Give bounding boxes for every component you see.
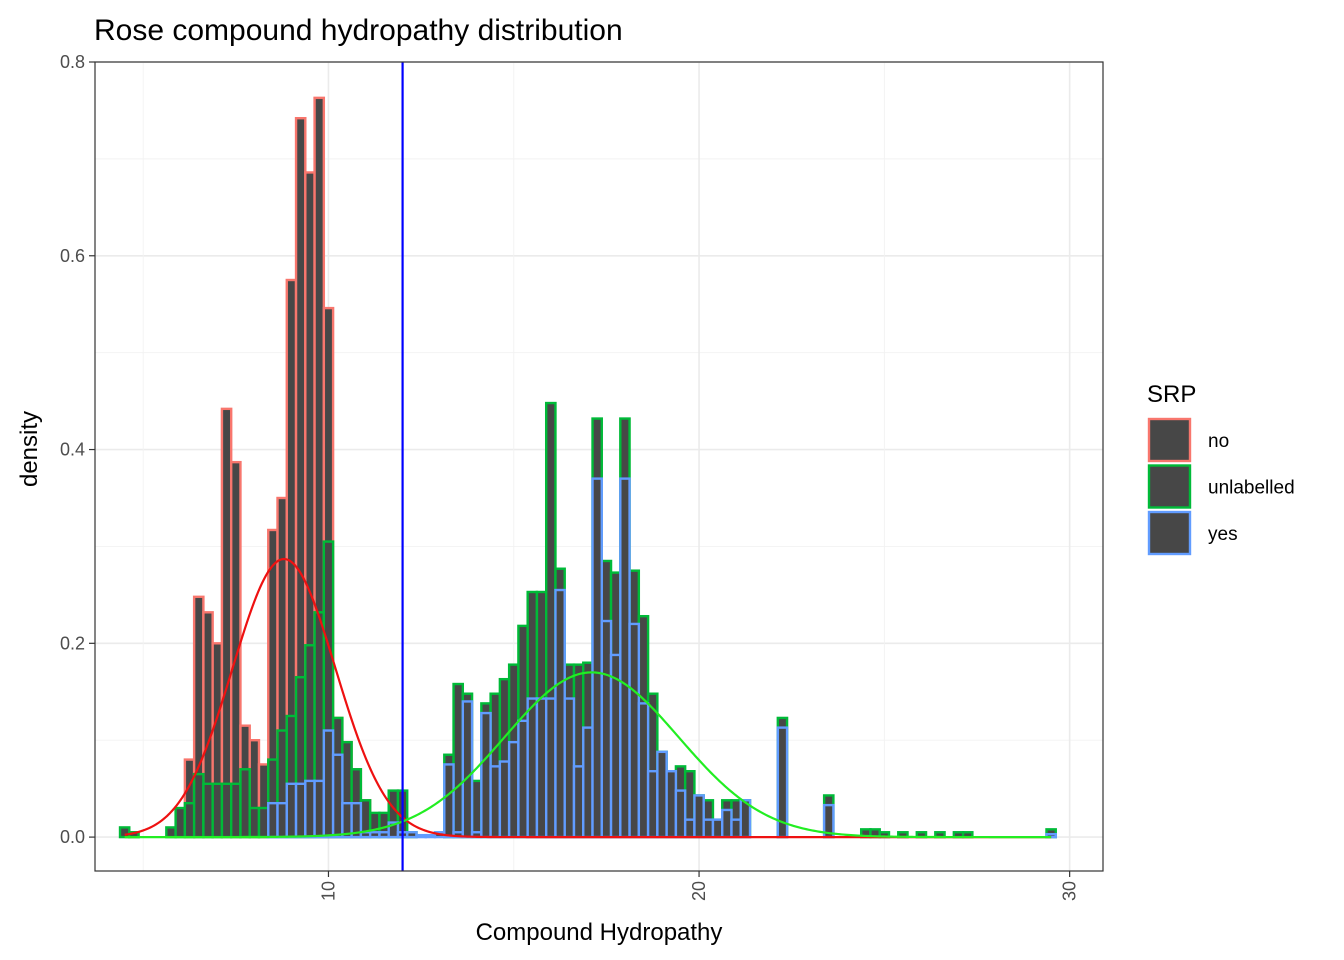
histogram-bar-yes — [628, 622, 641, 839]
histogram-bar-yes — [702, 818, 715, 839]
histogram-bar-unlabelled — [239, 768, 251, 839]
legend-key-unlabelled — [1147, 464, 1192, 509]
histogram-bar-yes — [285, 782, 298, 839]
legend-label-unlabelled: unlabelled — [1208, 478, 1295, 499]
histogram-bar-unlabelled — [183, 801, 196, 839]
histogram-bar-yes — [554, 588, 566, 839]
x-tick-label: 10 — [318, 881, 338, 901]
histogram-bar-yes — [600, 619, 613, 839]
histogram-bar-yes — [443, 763, 455, 839]
legend: SRP no unlabelled yes — [1147, 381, 1295, 556]
axes: 0.0 0.2 0.4 0.6 0.8 10 20 30 — [60, 52, 1080, 901]
histogram-bar-yes — [322, 729, 335, 839]
legend-key-no — [1147, 417, 1192, 463]
histogram-bar-unlabelled — [192, 772, 205, 839]
histogram-bar-yes — [424, 833, 437, 839]
histogram-bar-yes — [721, 808, 733, 839]
histogram-bar-unlabelled — [452, 682, 465, 839]
histogram-bar-yes — [582, 726, 594, 839]
histogram-bar-yes — [591, 477, 603, 839]
histogram-bar-unlabelled — [118, 826, 131, 839]
y-tick-label: 0.0 — [60, 827, 85, 847]
histogram-bar-unlabelled — [174, 806, 187, 839]
histogram-bar-yes — [276, 801, 288, 839]
histogram-bar-yes — [693, 794, 705, 839]
x-tick-label: 20 — [689, 881, 709, 901]
histogram-bar-unlabelled — [211, 782, 224, 839]
histogram-bar-yes — [517, 719, 529, 839]
y-tick-label: 0.2 — [60, 633, 85, 653]
chart-title: Rose compound hydropathy distribution — [94, 14, 623, 47]
histogram-bar-unlabelled — [229, 782, 242, 839]
histogram-bar-yes — [619, 477, 631, 839]
histogram-bar-unlabelled — [202, 782, 214, 839]
histogram-bar-yes — [387, 821, 400, 839]
histogram-bar-yes — [406, 831, 418, 839]
histogram-bar-yes — [656, 750, 668, 839]
histogram-bar-yes — [507, 740, 520, 839]
histogram-bar-yes — [526, 697, 539, 839]
histogram-bar-yes — [730, 818, 742, 839]
density-curves — [124, 557, 1052, 839]
histogram-bar-yes — [304, 779, 316, 839]
histogram-bar-yes — [646, 770, 659, 839]
y-axis-title: density — [16, 411, 43, 487]
y-tick-label: 0.8 — [60, 52, 85, 72]
histogram-bar-yes — [350, 801, 363, 839]
histogram-bar-yes — [637, 702, 650, 839]
legend-label-no: no — [1208, 431, 1229, 452]
histogram-bar-yes — [267, 801, 279, 839]
panel-border — [94, 61, 1104, 872]
histogram-bar-yes — [489, 765, 502, 839]
x-tick-label: 30 — [1060, 881, 1080, 901]
histogram-bar-yes — [711, 818, 724, 839]
histogram-bar-yes — [498, 760, 511, 839]
x-axis-title: Compound Hydropathy — [476, 919, 723, 946]
histogram-bar-yes — [313, 779, 326, 839]
histogram-bar-unlabelled — [165, 826, 177, 839]
y-tick-label: 0.4 — [60, 440, 85, 460]
histogram-bar-no — [220, 407, 233, 839]
histogram-bar-yes — [294, 782, 307, 839]
histogram-bar-yes — [368, 831, 381, 839]
histogram-bar-yes — [674, 789, 687, 839]
legend-title: SRP — [1147, 381, 1196, 408]
density-curve-unlabelled-normal-fit — [124, 671, 1052, 839]
histogram-bar-yes — [341, 801, 353, 839]
histogram-bar-unlabelled — [257, 806, 270, 839]
histogram-bar-yes — [331, 753, 344, 839]
histogram-bar-yes — [544, 697, 557, 839]
histogram-bar-yes — [461, 700, 474, 839]
histogram-bar-yes — [563, 697, 576, 839]
histogram-bar-unlabelled — [248, 806, 261, 839]
histogram-bar-yes — [609, 653, 622, 839]
histogram-bar-yes — [572, 765, 585, 839]
histogram-bar-yes — [535, 697, 548, 839]
histogram-bar-yes — [480, 711, 492, 839]
legend-key-yes — [1147, 510, 1192, 556]
histogram-bar-yes — [415, 833, 427, 839]
legend-label-yes: yes — [1208, 524, 1238, 545]
histogram-bar-yes — [665, 770, 678, 839]
histogram-bar-unlabelled — [220, 782, 233, 839]
histogram-bar-yes — [683, 818, 696, 839]
y-tick-label: 0.6 — [60, 246, 85, 266]
histogram-bars — [118, 96, 1057, 839]
histogram-bar-yes — [378, 831, 390, 839]
histogram-bar-unlabelled — [470, 779, 483, 839]
